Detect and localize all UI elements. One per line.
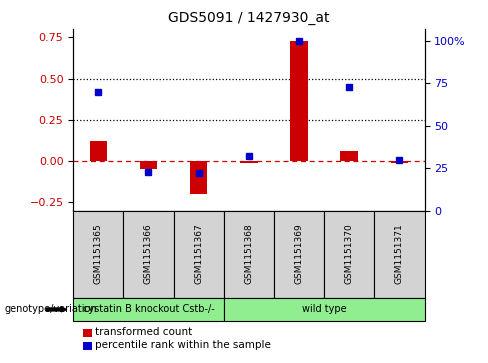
Text: GSM1151368: GSM1151368 (244, 224, 253, 285)
Text: GSM1151369: GSM1151369 (295, 224, 304, 285)
Bar (89, 141, 107, 161)
Text: GSM1151366: GSM1151366 (144, 224, 153, 285)
Text: GSM1151370: GSM1151370 (345, 224, 354, 285)
Text: percentile rank within the sample: percentile rank within the sample (95, 340, 270, 350)
Bar (341, 151, 358, 161)
Text: genotype/variation: genotype/variation (5, 305, 98, 314)
Bar (140, 161, 157, 169)
Title: GDS5091 / 1427930_at: GDS5091 / 1427930_at (168, 11, 329, 25)
Bar (240, 161, 258, 163)
Text: GSM1151367: GSM1151367 (194, 224, 203, 285)
Text: cystatin B knockout Cstb-/-: cystatin B knockout Cstb-/- (82, 305, 214, 314)
Bar (391, 161, 408, 163)
Text: GSM1151365: GSM1151365 (94, 224, 103, 285)
Text: wild type: wild type (302, 305, 346, 314)
Bar (190, 161, 207, 194)
Text: GSM1151371: GSM1151371 (395, 224, 404, 285)
Text: transformed count: transformed count (95, 327, 192, 337)
Bar (290, 41, 308, 161)
